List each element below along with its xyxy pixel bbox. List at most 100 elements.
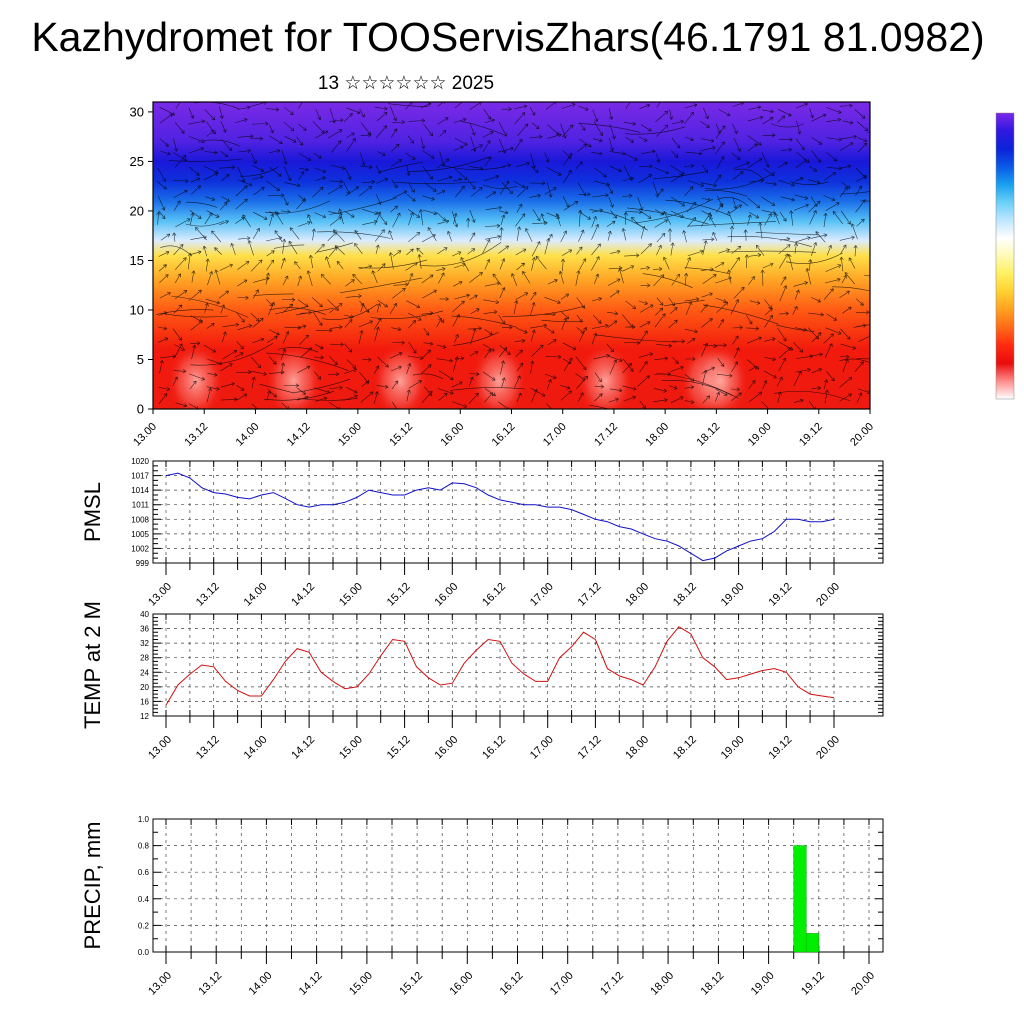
x-tick-label: 14.00: [247, 970, 275, 998]
colorbar: [995, 112, 1015, 400]
y-tick-label: 25: [130, 154, 144, 169]
x-tick-label: 13.00: [146, 970, 174, 998]
precip-bar: [805, 933, 820, 953]
heat-bubble: [692, 343, 749, 409]
pmsl-series-line: [165, 472, 835, 562]
x-tick-label: 15.12: [387, 421, 415, 449]
y-tick-label: 999: [136, 559, 150, 568]
y-tick-label: 1.0: [138, 815, 150, 824]
y-tick-label: 0: [137, 402, 144, 417]
grid-lines: [153, 613, 883, 717]
x-tick-label: 16.12: [498, 970, 526, 998]
precipitation-panel: 0.0 0.2 0.4 0.6 0.8 1.0 13.00 13.12 14.00 14.12 15…: [80, 815, 884, 998]
y-tick-label: 1014: [131, 486, 149, 495]
y-tick-label: 1008: [131, 515, 149, 524]
x-tick-label: 16.12: [480, 581, 508, 609]
y-axis-title: PMSL: [80, 482, 105, 542]
y-tick-label: 32: [140, 639, 149, 648]
y-tick-label: 1002: [131, 544, 149, 553]
x-tick-label: 18.00: [623, 581, 651, 609]
x-tick-label: 18.00: [643, 421, 671, 449]
x-tick-label: 19.12: [766, 734, 794, 762]
x-tick-label: 15.12: [385, 734, 413, 762]
x-tick-label: 18.00: [623, 734, 651, 762]
axis-ticks: [153, 460, 883, 575]
x-tick-label: 15.00: [336, 421, 364, 449]
y-tick-label: 0.0: [138, 948, 150, 957]
x-tick-label: 14.00: [234, 421, 262, 449]
y-tick-label: 16: [140, 697, 149, 706]
temperature-panel: 12 16 20 24 28 32 36 40 13.00 13.12 14.00 14.12 15.0…: [80, 601, 884, 762]
cross-section-panel: 0 5 10 15 20 25 30 13.00 13.12 14.00 14.12 15.00 15.…: [130, 101, 876, 449]
x-tick-label: 19.00: [746, 421, 774, 449]
x-tick-label: 18.12: [671, 581, 699, 609]
x-tick-label: 14.12: [289, 734, 317, 762]
wind-vectors: [156, 102, 870, 409]
x-tick-label: 20.00: [848, 421, 876, 449]
y-tick-label: 12: [140, 712, 149, 721]
chart-title: Kazhydromet for TOOServisZhars(46.1791 8…: [31, 14, 985, 60]
x-tick-label: 14.00: [242, 734, 270, 762]
x-tick-label: 20.00: [814, 734, 842, 762]
y-tick-label: 0.2: [138, 921, 150, 930]
x-tick-label: 17.00: [528, 734, 556, 762]
x-tick-label: 17.12: [576, 581, 604, 609]
x-tick-label: 17.12: [598, 970, 626, 998]
heat-bubble: [577, 343, 634, 409]
y-tick-label: 15: [130, 253, 144, 268]
y-tick-label: 28: [140, 654, 149, 663]
precip-bar: [793, 845, 807, 953]
y-tick-label: 1020: [131, 457, 149, 466]
y-tick-label: 30: [130, 104, 144, 119]
x-tick-label: 20.00: [814, 581, 842, 609]
y-tick-label: 1017: [131, 472, 149, 481]
y-tick-label: 36: [140, 625, 149, 634]
x-tick-label: 15.12: [385, 581, 413, 609]
x-tick-label: 16.00: [447, 970, 475, 998]
y-tick-label: 20: [130, 203, 144, 218]
heat-bubble: [372, 343, 429, 409]
x-tick-label: 15.00: [337, 734, 365, 762]
x-tick-label: 14.12: [297, 970, 325, 998]
x-tick-label: 15.00: [337, 581, 365, 609]
x-tick-label: 13.00: [146, 581, 174, 609]
x-tick-label: 16.00: [438, 421, 466, 449]
panel-frame: [152, 818, 884, 953]
x-tick-label: 16.12: [490, 421, 518, 449]
x-tick-label: 13.00: [146, 734, 174, 762]
x-tick-label: 18.00: [648, 970, 676, 998]
pmsl-panel: 999 1002 1005 1008 1011 1014 1017 1020 13.00 13.1…: [80, 457, 884, 609]
y-tick-label: 40: [140, 610, 149, 619]
grid-lines: [153, 818, 883, 953]
heat-bubble: [470, 343, 527, 409]
y-tick-label: 0.6: [138, 868, 150, 877]
axis-ticks: [153, 613, 883, 728]
x-tick-label: 19.00: [719, 581, 747, 609]
x-tick-label: 19.00: [719, 734, 747, 762]
x-tick-label: 14.00: [242, 581, 270, 609]
y-tick-label: 1011: [132, 501, 150, 510]
heat-bubble: [265, 343, 322, 409]
x-tick-label: 16.12: [480, 734, 508, 762]
x-tick-label: 13.00: [131, 421, 159, 449]
x-tick-label: 16.00: [432, 581, 460, 609]
x-tick-label: 17.00: [548, 970, 576, 998]
x-tick-label: 16.00: [432, 734, 460, 762]
x-tick-label: 19.12: [797, 421, 825, 449]
y-axis-title: PRECIP, mm: [80, 822, 105, 950]
x-tick-label: 17.00: [528, 581, 556, 609]
x-tick-label: 13.12: [196, 970, 224, 998]
x-tick-label: 19.12: [766, 581, 794, 609]
y-tick-label: 5: [137, 352, 144, 367]
y-tick-label: 20: [140, 683, 149, 692]
x-tick-label: 17.00: [541, 421, 569, 449]
x-tick-label: 13.12: [182, 421, 210, 449]
x-tick-label: 18.12: [699, 970, 727, 998]
grid-lines: [153, 460, 883, 564]
y-tick-label: 0.4: [138, 895, 150, 904]
x-tick-label: 13.12: [194, 581, 222, 609]
x-tick-label: 20.00: [849, 970, 877, 998]
y-axis-title: TEMP at 2 M: [80, 601, 105, 729]
x-tick-label: 14.12: [285, 421, 313, 449]
